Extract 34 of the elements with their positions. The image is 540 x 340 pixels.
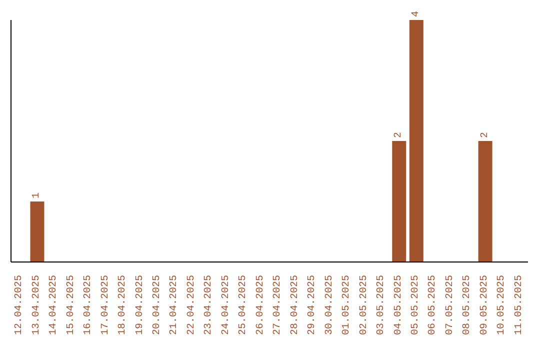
x-tick-label: 17.04.2025 [100,275,112,336]
x-tick-label: 30.04.2025 [324,275,336,336]
x-tick-label: 03.05.2025 [376,275,388,336]
data-label: 2 [394,132,405,138]
x-tick-label: 20.04.2025 [152,275,163,336]
x-tick-label: 15.04.2025 [66,275,77,336]
x-tick-label: 25.04.2025 [238,275,250,336]
x-tick-label: 18.04.2025 [118,275,129,336]
x-tick-label: 14.04.2025 [48,275,60,336]
x-tick-label: 01.05.2025 [342,275,353,336]
x-tick-label: 28.04.2025 [290,275,301,336]
x-tick-label: 22.04.2025 [186,275,198,336]
x-tick-label: 07.05.2025 [444,275,456,336]
x-tick-label: 10.05.2025 [496,275,508,336]
x-tick-label: 05.05.2025 [410,275,422,336]
x-tick-label: 04.05.2025 [393,275,404,336]
x-tick-label: 08.05.2025 [462,275,474,336]
x-tick-label: 26.04.2025 [255,275,266,336]
x-tick-label: 11.05.2025 [514,275,525,336]
x-tick-label: 06.05.2025 [428,275,439,336]
x-tick-label: 13.04.2025 [31,275,42,336]
x-tick-label: 02.05.2025 [358,275,370,336]
x-tick-label: 21.04.2025 [169,275,180,336]
x-tick-label: 16.04.2025 [83,275,94,336]
x-tick-label: 23.04.2025 [204,275,215,336]
x-tick-label: 29.04.2025 [307,275,318,336]
x-tick-label: 24.04.2025 [220,275,232,336]
x-tick-label: 12.04.2025 [14,275,26,336]
data-label: 2 [480,132,491,138]
data-label: 4 [410,10,422,17]
x-tick-label: 19.04.2025 [134,275,146,336]
x-tick-label: 27.04.2025 [272,275,284,336]
data-label: 1 [32,192,43,198]
x-tick-label: 09.05.2025 [479,275,490,336]
